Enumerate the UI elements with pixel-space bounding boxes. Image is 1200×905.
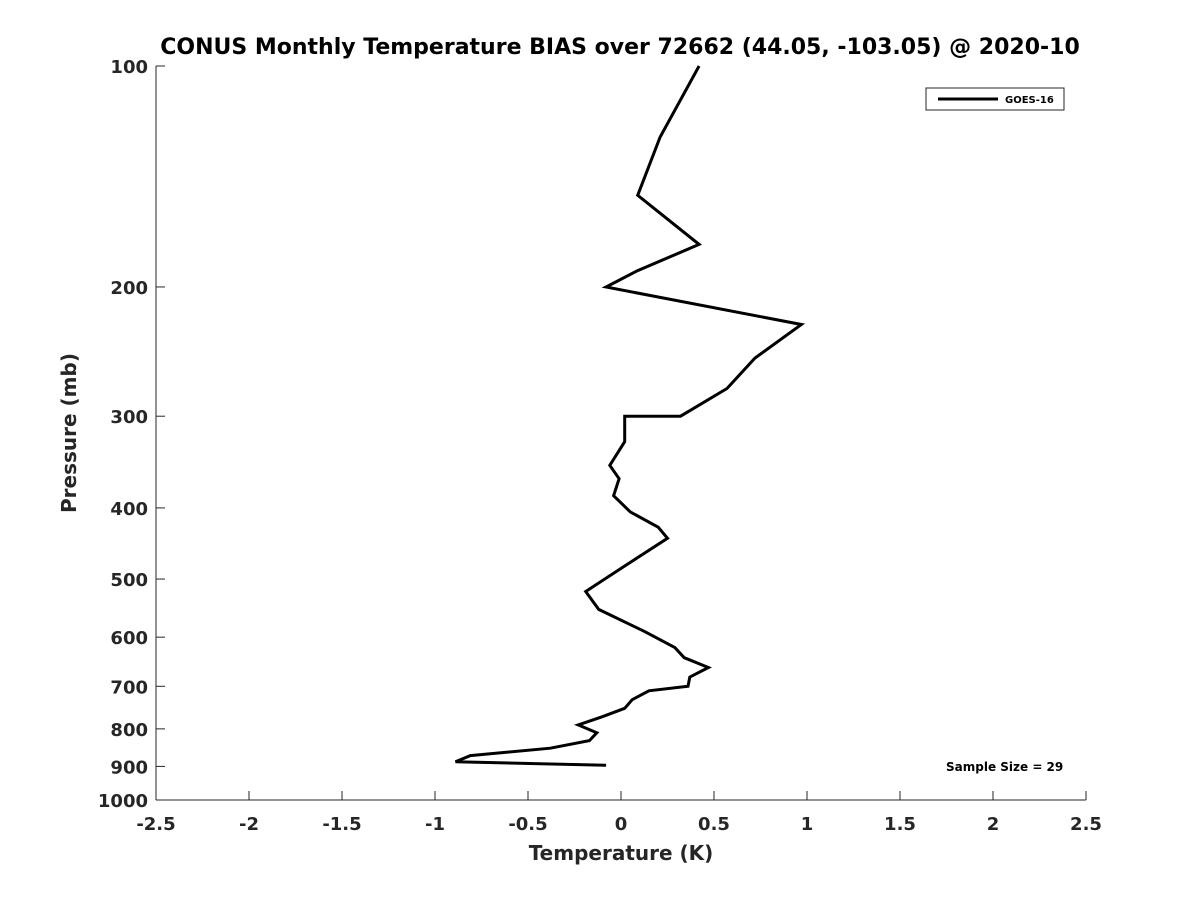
legend: GOES-16 [925, 87, 1065, 111]
y-tick-label: 900 [110, 757, 148, 778]
x-tick-label: 1 [801, 814, 814, 835]
y-ticks: 100 200 300 400 500 600 700 800 900 1000 [98, 57, 165, 812]
x-tick-label: -2.5 [136, 814, 175, 835]
sample-size-annotation: Sample Size = 29 [946, 760, 1063, 774]
x-tick-label: 1.5 [884, 814, 916, 835]
x-tick-label: -1 [425, 814, 445, 835]
y-tick-label: 100 [110, 57, 148, 78]
x-axis-label: Temperature (K) [529, 841, 714, 865]
axes-frame [155, 66, 1086, 801]
x-ticks: -2.5 -2 -1.5 -1 -0.5 0 0.5 1 1.5 2 2.5 [136, 791, 1102, 835]
series-line-goes-16 [454, 65, 806, 767]
series-layer [454, 65, 806, 767]
legend-label-goes-16: GOES-16 [1005, 95, 1054, 106]
y-tick-label: 600 [110, 628, 148, 649]
y-tick-label: 500 [110, 570, 148, 591]
x-tick-label: -1.5 [322, 814, 361, 835]
x-tick-label: 2.5 [1070, 814, 1102, 835]
chart-title: CONUS Monthly Temperature BIAS over 7266… [160, 35, 1080, 60]
x-tick-label: -2 [239, 814, 259, 835]
y-tick-label: 300 [110, 407, 148, 428]
x-tick-label: 2 [987, 814, 1000, 835]
y-tick-label: 400 [110, 499, 148, 520]
x-tick-label: 0.5 [698, 814, 730, 835]
y-tick-label: 200 [110, 278, 148, 299]
y-tick-label: 1000 [98, 791, 148, 812]
y-tick-label: 700 [110, 677, 148, 698]
y-axis-label: Pressure (mb) [57, 353, 81, 513]
y-tick-label: 800 [110, 720, 148, 741]
x-tick-label: 0 [615, 814, 628, 835]
x-tick-label: -0.5 [508, 814, 547, 835]
